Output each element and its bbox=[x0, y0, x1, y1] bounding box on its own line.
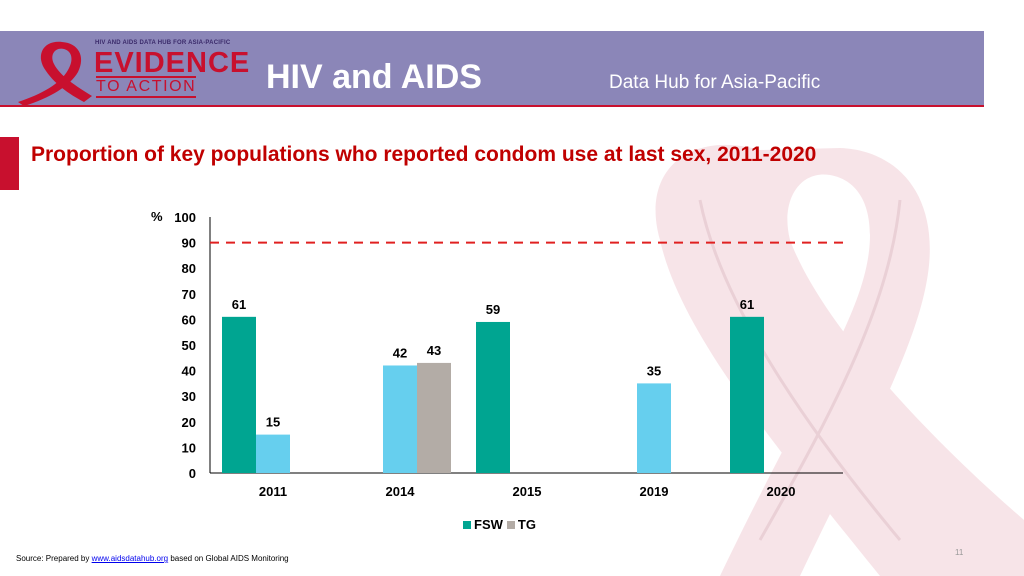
red-ribbon-logo-icon bbox=[18, 41, 92, 106]
x-tick-label: 2015 bbox=[513, 484, 542, 499]
header-bar bbox=[0, 31, 984, 107]
y-tick-label: 50 bbox=[182, 338, 196, 353]
x-tick-label: 2020 bbox=[767, 484, 796, 499]
bar-value-label: 35 bbox=[647, 363, 661, 378]
legend-item: TG bbox=[506, 517, 536, 532]
y-tick-label: 70 bbox=[182, 287, 196, 302]
source-note: Source: Prepared by www.aidsdatahub.org … bbox=[16, 554, 289, 563]
logo-sub-text: TO ACTION bbox=[96, 76, 197, 98]
legend-label: FSW bbox=[474, 517, 503, 532]
x-tick-label: 2011 bbox=[259, 484, 287, 499]
y-tick-label: 10 bbox=[182, 440, 196, 455]
bar-value-label: 15 bbox=[266, 415, 280, 430]
y-axis-label: % bbox=[151, 209, 163, 224]
logo-top-text: HIV AND AIDS DATA HUB FOR ASIA-PACIFIC bbox=[95, 40, 231, 46]
bar bbox=[637, 383, 671, 473]
y-tick-label: 80 bbox=[182, 261, 196, 276]
bar bbox=[417, 362, 451, 473]
y-tick-label: 20 bbox=[182, 415, 196, 430]
header-title: HIV and AIDS bbox=[266, 58, 482, 96]
title-accent-bar bbox=[0, 137, 19, 190]
bar-value-label: 43 bbox=[427, 343, 441, 358]
legend-item: FSW bbox=[463, 517, 503, 532]
bar-value-label: 42 bbox=[393, 345, 407, 360]
y-tick-label: 0 bbox=[189, 466, 196, 481]
chart-legend: FSW TG bbox=[463, 517, 540, 532]
y-tick-label: 100 bbox=[174, 210, 196, 225]
source-suffix: based on Global AIDS Monitoring bbox=[168, 554, 289, 563]
bar bbox=[730, 316, 764, 473]
logo-main-text: EVIDENCE bbox=[94, 47, 251, 79]
bar bbox=[256, 434, 290, 473]
bar bbox=[476, 321, 510, 473]
page-number: 11 bbox=[955, 548, 964, 557]
legend-swatch bbox=[463, 520, 471, 529]
x-tick-label: 2019 bbox=[640, 484, 669, 499]
slide-title: Proportion of key populations who report… bbox=[31, 143, 817, 166]
bar-value-label: 59 bbox=[486, 302, 500, 317]
y-tick-label: 40 bbox=[182, 364, 196, 379]
bar bbox=[222, 316, 256, 473]
y-tick-label: 30 bbox=[182, 389, 196, 404]
legend-swatch bbox=[506, 520, 515, 529]
x-tick-label: 2014 bbox=[386, 484, 416, 499]
header-subtitle: Data Hub for Asia-Pacific bbox=[609, 72, 821, 93]
y-tick-label: 90 bbox=[182, 236, 196, 251]
bar-value-label: 61 bbox=[232, 297, 246, 312]
legend-label: TG bbox=[517, 517, 536, 532]
source-link[interactable]: www.aidsdatahub.org bbox=[91, 554, 169, 563]
bar bbox=[383, 365, 417, 473]
bar-value-label: 61 bbox=[740, 297, 754, 312]
y-tick-label: 60 bbox=[182, 312, 196, 327]
source-prefix: Source: Prepared by bbox=[16, 554, 92, 563]
